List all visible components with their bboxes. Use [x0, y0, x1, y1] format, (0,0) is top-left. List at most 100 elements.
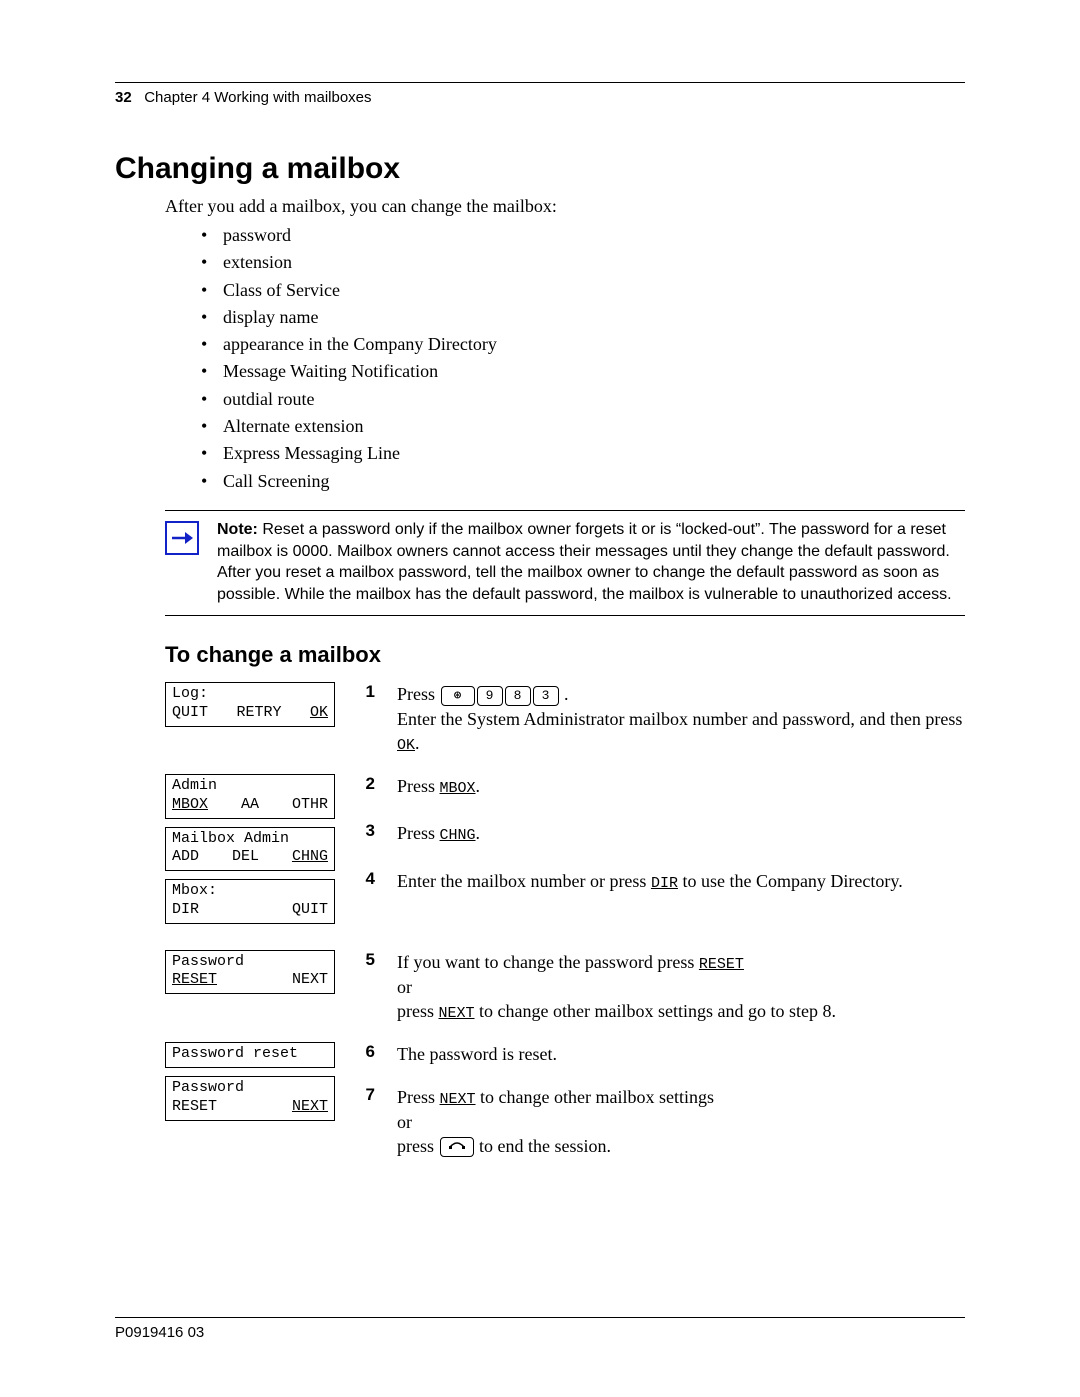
note-body: Note: Reset a password only if the mailb… [217, 519, 965, 605]
period: . [476, 776, 481, 796]
release-key-icon [440, 1137, 474, 1157]
softkey-quit: QUIT [172, 704, 208, 723]
bullet-list: password extension Class of Service disp… [201, 223, 965, 496]
softkey-chng-inline: CHNG [440, 827, 476, 844]
step4-a: Enter the mailbox number or press [397, 871, 651, 891]
note-label: Note: [217, 521, 258, 538]
step-body: Press ⊛983 . Enter the System Administra… [397, 682, 965, 756]
page-number: 32 [115, 89, 132, 106]
list-item: appearance in the Company Directory [201, 332, 965, 359]
step5-b: press [397, 1001, 439, 1021]
lcd-panel: Log: QUIT RETRY OK [165, 682, 335, 727]
phone-display: Log: QUIT RETRY OK [165, 682, 335, 735]
note-block: Note: Reset a password only if the mailb… [165, 510, 965, 616]
period: . [564, 684, 569, 704]
lcd-panel: Mailbox Admin ADD DEL CHNG [165, 827, 335, 872]
step-1: Log: QUIT RETRY OK 1 Press ⊛983 . Enter … [165, 682, 965, 756]
softkey-reset: RESET [172, 1098, 217, 1117]
lcd-line1: Password reset [172, 1045, 328, 1064]
step7-d: to end the session. [479, 1136, 611, 1156]
lcd-panel: Password reset [165, 1042, 335, 1068]
press-label: Press [397, 823, 440, 843]
steps-rhs: 6 The password is reset. 7 Press NEXT to… [357, 1042, 965, 1158]
phone-display: Admin MBOX AA OTHR Mailbox Admin ADD DEL… [165, 774, 335, 932]
period: . [476, 823, 481, 843]
softkey-next-inline: NEXT [440, 1091, 476, 1108]
step-4: 4 Enter the mailbox number or press DIR … [357, 869, 965, 894]
note-text: Reset a password only if the mailbox own… [217, 521, 952, 603]
list-item: display name [201, 305, 965, 332]
softkey-del: DEL [232, 848, 259, 867]
step-body: Enter the mailbox number or press DIR to… [397, 869, 965, 894]
step-body: Press NEXT to change other mailbox setti… [397, 1085, 965, 1159]
softkey-chng: CHNG [292, 848, 328, 867]
running-header: 32 Chapter 4 Working with mailboxes [115, 89, 965, 106]
step-number: 7 [357, 1085, 375, 1159]
lcd-panel: Password RESET NEXT [165, 950, 335, 995]
lcd-panel: Password RESET NEXT [165, 1076, 335, 1121]
lcd-panel: Admin MBOX AA OTHR [165, 774, 335, 819]
feature-key-icon: ⊛ [441, 686, 475, 706]
steps-container: Log: QUIT RETRY OK 1 Press ⊛983 . Enter … [165, 682, 965, 1158]
key-3: 3 [533, 686, 559, 706]
key-8: 8 [505, 686, 531, 706]
softkey-ok-inline: OK [397, 737, 415, 754]
or-label: or [397, 1112, 412, 1132]
press-label: Press [397, 776, 440, 796]
list-item: password [201, 223, 965, 250]
step-number: 4 [357, 869, 375, 894]
lcd-line1: Log: [172, 685, 328, 704]
lcd-softkeys: RESET NEXT [172, 1098, 328, 1117]
step7-a: Press [397, 1087, 440, 1107]
lcd-line1: Mbox: [172, 882, 328, 901]
lcd-line1: Mailbox Admin [172, 830, 328, 849]
lcd-softkeys: MBOX AA OTHR [172, 796, 328, 815]
list-item: Express Messaging Line [201, 441, 965, 468]
lcd-softkeys: ADD DEL CHNG [172, 848, 328, 867]
softkey-mbox-inline: MBOX [440, 780, 476, 797]
step-number: 2 [357, 774, 375, 799]
phone-display: Password RESET NEXT [165, 950, 335, 1003]
softkey-reset-inline: RESET [699, 956, 744, 973]
footer-rule [115, 1317, 965, 1318]
heading-2: To change a mailbox [165, 642, 965, 668]
softkey-next: NEXT [292, 1098, 328, 1117]
step-number: 1 [357, 682, 375, 702]
page-footer: P0919416 03 [115, 1317, 965, 1341]
step-6-7: Password reset Password RESET NEXT 6 The… [165, 1042, 965, 1158]
lcd-softkeys: RESET NEXT [172, 971, 328, 990]
softkey-next: NEXT [292, 971, 328, 990]
step-3: 3 Press CHNG. [357, 821, 965, 846]
softkey-reset: RESET [172, 971, 217, 990]
heading-1: Changing a mailbox [115, 152, 965, 186]
step-number: 5 [357, 950, 375, 970]
step5-c: to change other mailbox settings and go … [475, 1001, 836, 1021]
step7-b: to change other mailbox settings [476, 1087, 714, 1107]
step1-line2a: Enter the System Administrator mailbox n… [397, 709, 962, 729]
lcd-softkeys: DIR QUIT [172, 901, 328, 920]
list-item: Class of Service [201, 278, 965, 305]
doc-id: P0919416 03 [115, 1324, 965, 1341]
softkey-mbox: MBOX [172, 796, 208, 815]
intro-text: After you add a mailbox, you can change … [165, 196, 965, 217]
list-item: outdial route [201, 387, 965, 414]
softkey-quit: QUIT [292, 901, 328, 920]
step-number: 3 [357, 821, 375, 846]
step-body: Press MBOX. [397, 774, 965, 799]
header-rule [115, 82, 965, 83]
list-item: Call Screening [201, 469, 965, 496]
softkey-next-inline: NEXT [439, 1005, 475, 1022]
list-item: extension [201, 250, 965, 277]
period: . [415, 733, 420, 753]
softkey-othr: OTHR [292, 796, 328, 815]
softkey-dir: DIR [172, 901, 199, 920]
step-body: The password is reset. [397, 1042, 965, 1066]
or-label: or [397, 977, 412, 997]
lcd-line1: Password [172, 953, 328, 972]
softkey-dir-inline: DIR [651, 875, 678, 892]
softkey-aa: AA [241, 796, 259, 815]
arrow-right-icon [165, 521, 199, 555]
steps-rhs: 2 Press MBOX. 3 Press CHNG. 4 Enter the … [357, 774, 965, 894]
press-label: Press [397, 684, 435, 704]
step5-a: If you want to change the password press [397, 952, 699, 972]
